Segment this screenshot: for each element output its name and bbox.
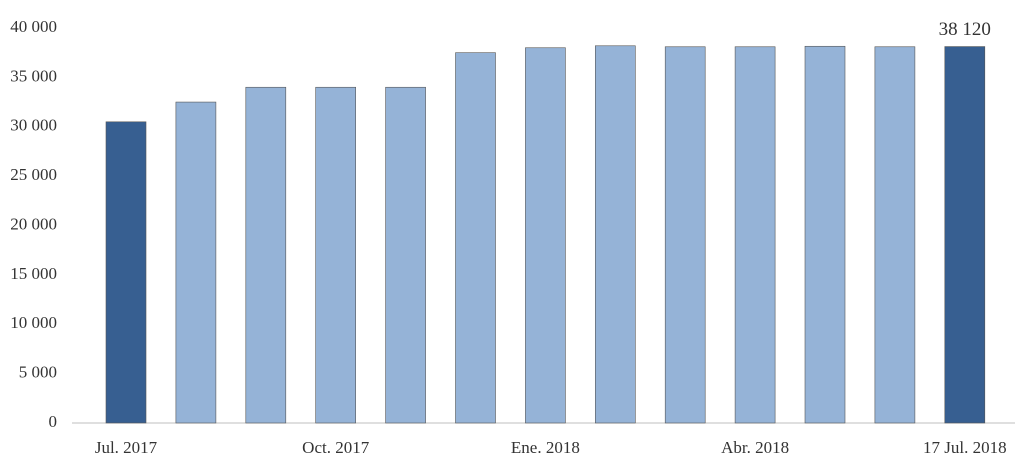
bar — [175, 101, 217, 424]
x-tick-label: Abr. 2018 — [721, 438, 789, 457]
x-tick-label: Oct. 2017 — [302, 438, 370, 457]
y-tick-label: 20 000 — [10, 214, 57, 233]
y-tick-label: 40 000 — [10, 17, 57, 36]
y-tick-label: 35 000 — [10, 66, 57, 85]
bar — [594, 45, 636, 424]
y-tick-label: 25 000 — [10, 165, 57, 184]
bar — [734, 46, 776, 424]
bar — [804, 45, 846, 424]
y-tick-label: 30 000 — [10, 116, 57, 135]
bar — [245, 86, 287, 424]
y-tick-label: 10 000 — [10, 313, 57, 332]
y-tick-label: 0 — [49, 412, 58, 431]
bar — [105, 121, 147, 424]
bar — [525, 47, 566, 424]
bar — [944, 46, 986, 424]
x-tick-label: Ene. 2018 — [511, 438, 580, 457]
x-tick-label: Jul. 2017 — [95, 438, 158, 457]
bar — [664, 46, 706, 424]
y-tick-label: 15 000 — [10, 264, 57, 283]
bar — [455, 52, 496, 424]
y-tick-label: 5 000 — [19, 363, 57, 382]
bar — [874, 46, 916, 424]
x-tick-label: 17 Jul. 2018 — [923, 438, 1007, 457]
bar — [385, 86, 426, 424]
bar — [315, 86, 357, 424]
value-label: 38 120 — [939, 19, 991, 40]
